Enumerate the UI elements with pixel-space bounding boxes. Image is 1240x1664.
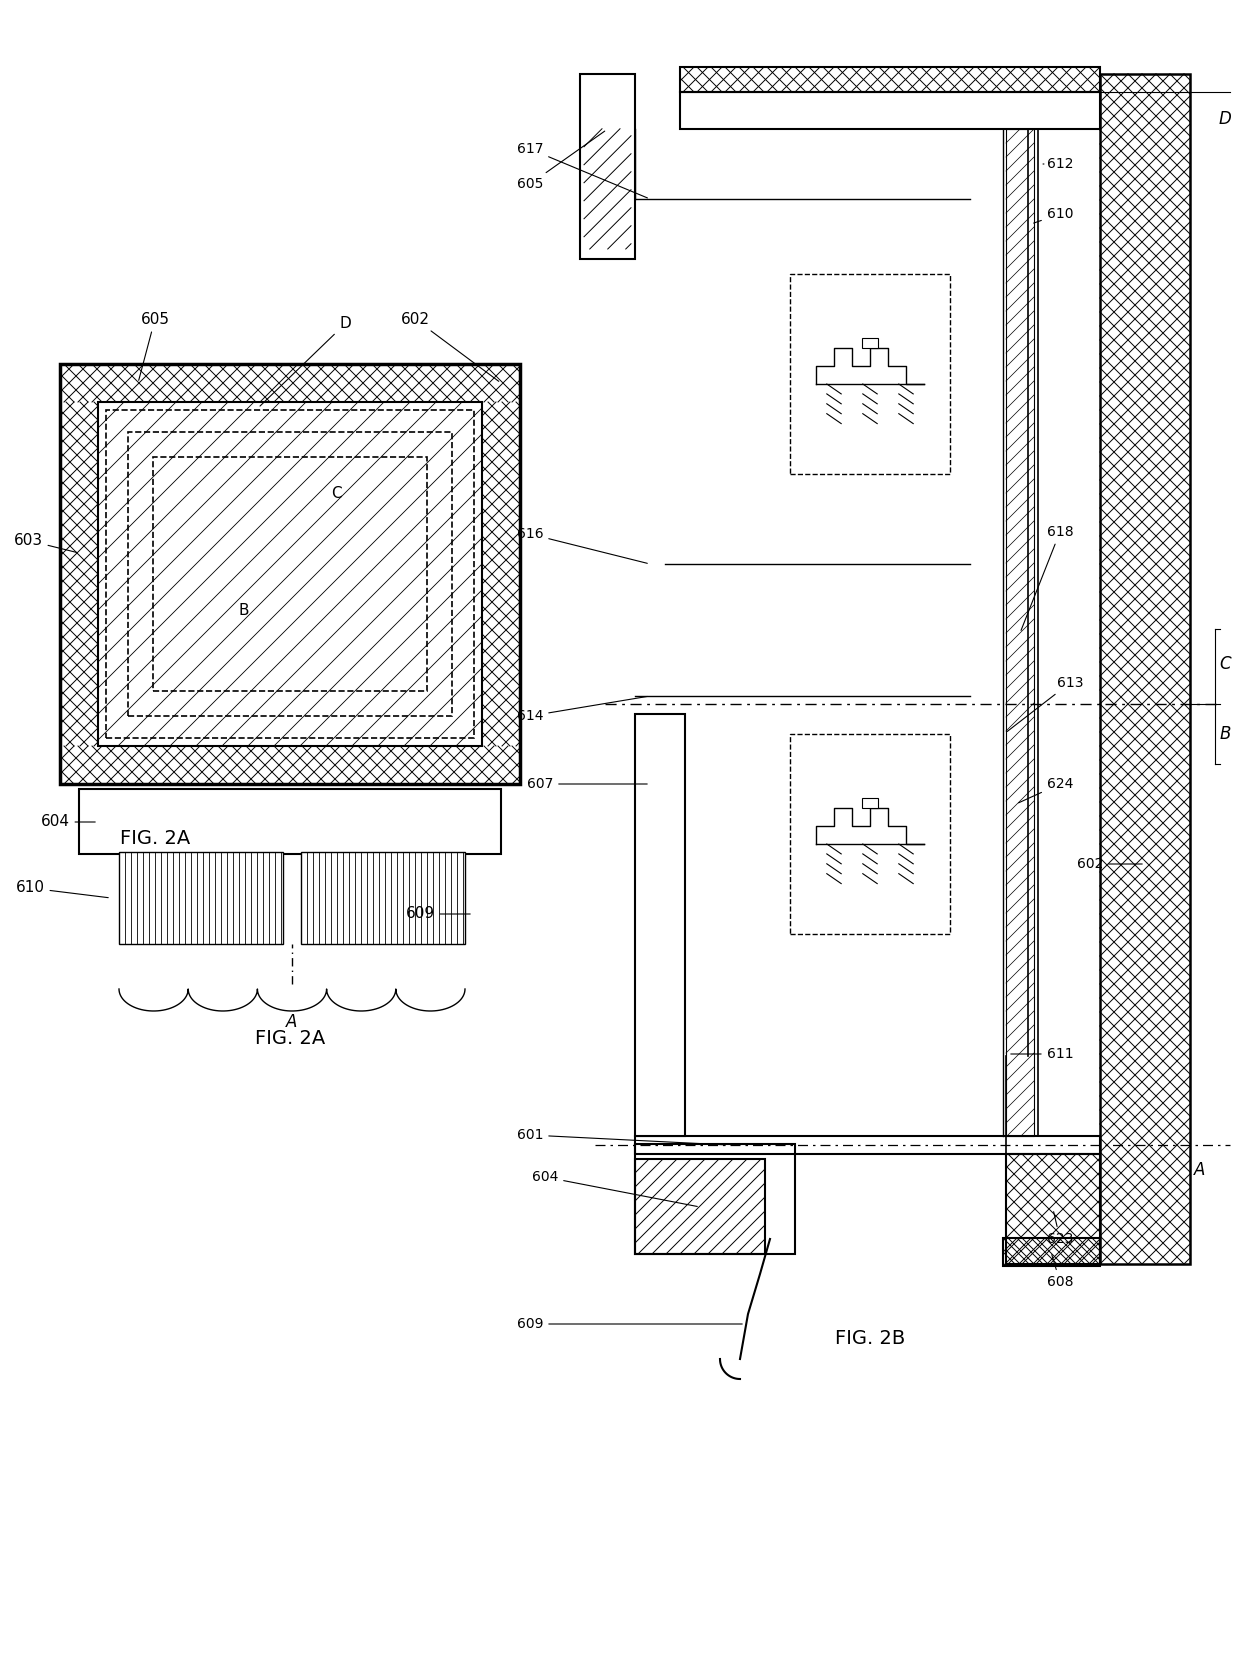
Bar [635, 1160, 765, 1255]
Text: B: B [238, 604, 249, 619]
Text: A: A [1194, 1161, 1205, 1180]
Bar [635, 714, 684, 1137]
Bar [79, 789, 501, 854]
Bar [790, 734, 950, 934]
Text: 605: 605 [139, 311, 170, 381]
Text: 616: 616 [517, 527, 647, 564]
Bar [301, 852, 465, 943]
Bar [862, 799, 878, 809]
Bar [98, 403, 482, 745]
Text: 603: 603 [14, 532, 77, 552]
Bar [1100, 73, 1190, 1265]
Text: FIG. 2A: FIG. 2A [120, 829, 190, 849]
Text: 610: 610 [15, 880, 108, 897]
Bar [580, 73, 635, 260]
Text: 602: 602 [1076, 857, 1142, 870]
Bar [635, 1145, 795, 1255]
Text: FIG. 2B: FIG. 2B [835, 1330, 905, 1348]
Bar [1003, 1238, 1100, 1266]
Bar [60, 364, 520, 784]
Text: A: A [286, 1013, 298, 1032]
Bar [790, 275, 950, 474]
Bar [105, 409, 474, 739]
Text: 605: 605 [517, 131, 605, 191]
Text: C: C [1219, 656, 1231, 672]
Text: 611: 611 [1011, 1047, 1074, 1062]
Text: 623: 623 [1047, 1211, 1073, 1246]
Text: 604: 604 [41, 814, 95, 829]
Bar [635, 1137, 1100, 1155]
Text: 624: 624 [1018, 777, 1073, 802]
Text: 601: 601 [517, 1128, 725, 1145]
Text: 613: 613 [1007, 676, 1084, 732]
Text: 610: 610 [1034, 206, 1074, 223]
Bar [1006, 130, 1034, 1137]
Text: 617: 617 [517, 141, 647, 198]
Bar [128, 433, 453, 716]
Text: 612: 612 [1043, 156, 1074, 171]
Text: B: B [1219, 726, 1230, 744]
Text: 602: 602 [401, 311, 498, 381]
Text: 609: 609 [405, 907, 470, 922]
Text: 614: 614 [517, 697, 647, 722]
Text: 607: 607 [527, 777, 647, 790]
Text: D: D [260, 316, 351, 406]
Text: 618: 618 [1021, 524, 1074, 631]
Text: 608: 608 [1047, 1255, 1074, 1290]
Text: 604: 604 [532, 1170, 697, 1206]
Text: FIG. 2A: FIG. 2A [255, 1028, 325, 1048]
Text: 609: 609 [517, 1316, 743, 1331]
Bar [680, 67, 1100, 92]
Text: C: C [331, 486, 341, 501]
Bar [862, 338, 878, 348]
Bar [680, 92, 1100, 130]
Bar [153, 458, 427, 691]
Bar [1006, 1155, 1100, 1265]
Bar [119, 852, 283, 943]
Text: D: D [1219, 110, 1231, 128]
